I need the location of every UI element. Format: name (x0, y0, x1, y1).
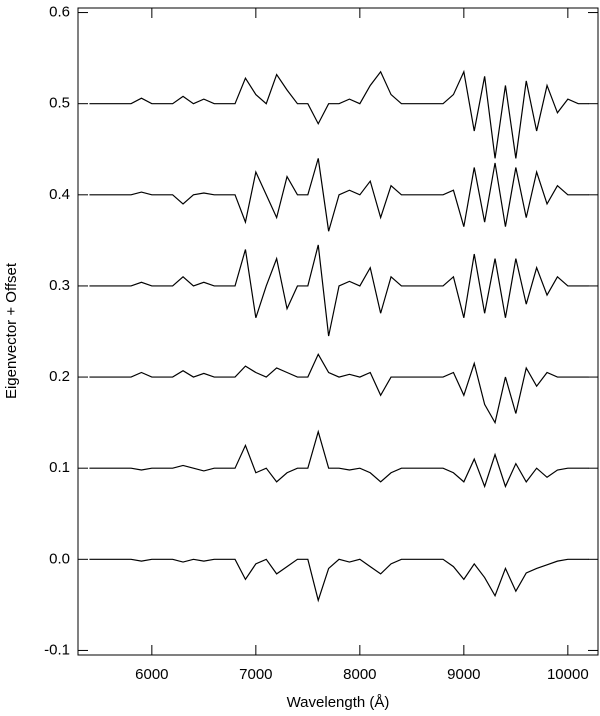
spectrum-line (89, 158, 589, 232)
y-tick-label: 0.3 (49, 277, 70, 294)
x-tick-label: 8000 (343, 666, 376, 683)
plot-frame (77, 7, 599, 656)
spectrum-line (89, 558, 589, 603)
x-tick-label: 6000 (135, 666, 168, 683)
y-tick-label: 0.2 (49, 368, 70, 385)
y-tick-label: 0.4 (49, 186, 70, 203)
spectrum-line (89, 352, 589, 425)
x-tick-label: 10000 (547, 666, 589, 683)
y-tick-label: 0.0 (49, 550, 70, 567)
y-tick-label: 0.5 (49, 95, 70, 112)
x-tick-label: 9000 (447, 666, 480, 683)
x-axis-label: Wavelength (Å) (287, 694, 390, 711)
y-tick-label: 0.1 (49, 459, 70, 476)
spectrum-line (89, 69, 589, 159)
spectrum-line (89, 429, 589, 489)
spectrum-line (89, 244, 589, 337)
y-tick-label: 0.6 (49, 4, 70, 21)
y-axis-label: Eigenvector + Offset (3, 262, 20, 399)
x-tick-label: 7000 (239, 666, 272, 683)
y-tick-label: -0.1 (44, 641, 70, 658)
